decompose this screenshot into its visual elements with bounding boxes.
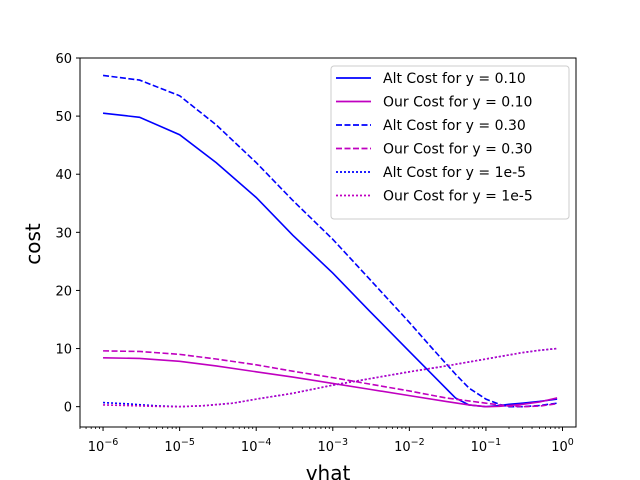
- legend-label: Alt Cost for y = 0.30: [383, 118, 526, 134]
- ticks-layer: 10−6 10−5 10−4 10−3 10−2 10−1 100 0 10 20 30 40 50 60: [55, 52, 573, 455]
- y-tick-label: 40: [55, 168, 72, 183]
- series-line-4: [103, 350, 558, 408]
- x-tick-label: 10−3: [318, 437, 349, 455]
- series-line-2: [103, 357, 558, 408]
- x-axis-label: vhat: [306, 461, 351, 480]
- series-layer: [102, 74, 558, 408]
- y-axis-label: cost: [21, 223, 45, 265]
- legend-label: Our Cost for y = 1e-5: [383, 189, 533, 205]
- legend-label: Alt Cost for y = 0.10: [383, 71, 526, 87]
- plot-frame: [79, 57, 577, 428]
- series-line-1: [102, 112, 558, 408]
- legend: Alt Cost for y = 0.10 Our Cost for y = 0.…: [330, 65, 570, 220]
- x-tick-label: 100: [551, 437, 574, 455]
- series-line-6: [103, 347, 558, 408]
- x-tick-label: 10−5: [164, 437, 195, 455]
- legend-label: Alt Cost for y = 1e-5: [383, 165, 526, 181]
- x-tick-label: 10−1: [471, 437, 502, 455]
- y-tick-label: 60: [55, 52, 72, 67]
- y-tick-label: 10: [55, 343, 72, 358]
- legend-box: [330, 65, 570, 220]
- series-line-5: [103, 347, 558, 408]
- y-tick-label: 0: [64, 401, 72, 416]
- y-tick-label: 20: [55, 284, 72, 299]
- x-tick-label: 10−4: [241, 437, 272, 455]
- legend-label: Our Cost for y = 0.10: [383, 95, 532, 111]
- x-tick-label: 10−6: [88, 437, 119, 455]
- legend-label: Our Cost for y = 0.30: [383, 142, 532, 158]
- x-tick-label: 10−2: [394, 437, 425, 455]
- y-tick-label: 30: [55, 226, 72, 241]
- y-tick-label: 50: [55, 110, 72, 125]
